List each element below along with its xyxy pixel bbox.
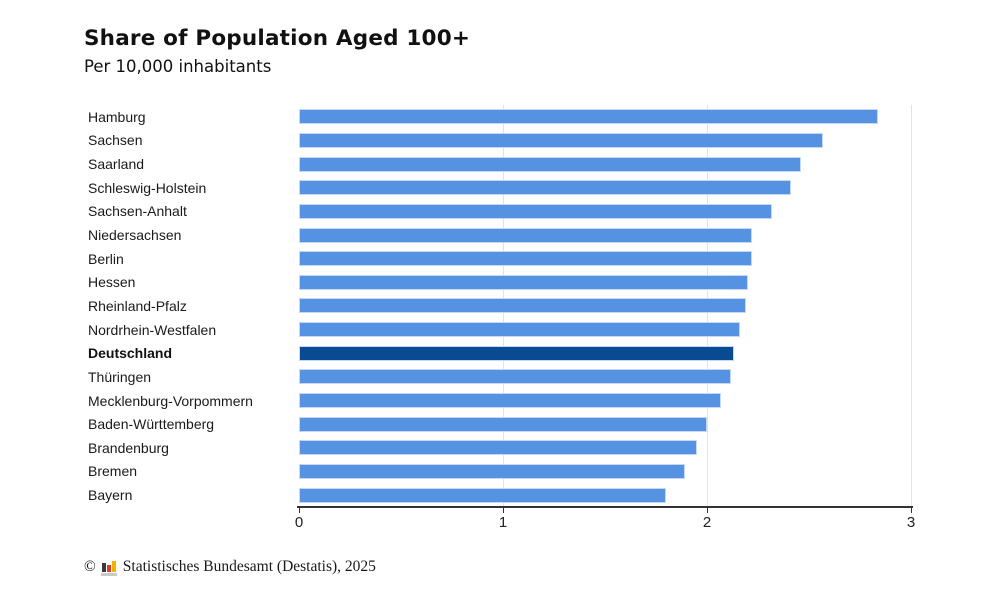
bar-row-hamburg: Hamburg [84, 105, 911, 129]
bar-rheinland-pfalz [299, 298, 746, 314]
category-label-mecklenburg-vorpommern: Mecklenburg-Vorpommern [88, 392, 253, 409]
gridline-3 [911, 105, 912, 507]
chart-subtitle: Per 10,000 inhabitants [84, 56, 272, 76]
bar-thuringen [299, 369, 732, 385]
destatis-bar-chart-icon [100, 559, 118, 576]
x-tick-label-3: 3 [906, 514, 916, 531]
logo-bar-red [106, 564, 111, 572]
bar-sachsen [299, 132, 824, 148]
bar-track [299, 203, 911, 219]
bar-hessen [299, 274, 748, 290]
bar-row-bayern: Bayern [84, 483, 911, 507]
logo-bar-gold [111, 560, 116, 572]
source-text: Statistisches Bundesamt (Destatis), 2025 [122, 558, 376, 575]
bar-deutschland [299, 345, 734, 361]
bar-row-rheinland-pfalz: Rheinland-Pfalz [84, 294, 911, 318]
bar-track [299, 180, 911, 196]
x-tick-1 [503, 508, 504, 513]
x-tick-3 [911, 508, 912, 513]
bar-row-brandenburg: Brandenburg [84, 436, 911, 460]
chart-title: Share of Population Aged 100+ [84, 26, 471, 51]
category-label-sachsen: Sachsen [88, 132, 143, 149]
category-label-baden-wurttemberg: Baden-Württemberg [88, 416, 215, 433]
category-label-hessen: Hessen [88, 274, 136, 291]
x-tick-label-2: 2 [702, 514, 712, 531]
bar-row-bremen: Bremen [84, 460, 911, 484]
x-tick-0 [299, 508, 300, 513]
bar-track [299, 440, 911, 456]
bar-row-mecklenburg-vorpommern: Mecklenburg-Vorpommern [84, 389, 911, 413]
category-label-brandenburg: Brandenburg [88, 439, 169, 456]
bar-track [299, 487, 911, 503]
x-tick-2 [707, 508, 708, 513]
logo-bar-dark [101, 562, 106, 572]
copyright-symbol: © [84, 558, 96, 575]
bar-hamburg [299, 109, 879, 125]
bar-track [299, 298, 911, 314]
category-label-hamburg: Hamburg [88, 108, 146, 125]
bar-track [299, 393, 911, 408]
category-label-rheinland-pfalz: Rheinland-Pfalz [88, 297, 187, 314]
category-label-niedersachsen: Niedersachsen [88, 227, 182, 244]
chart-header: Share of Population Aged 100+ Per 10,000… [84, 26, 470, 76]
bar-bayern [299, 487, 667, 503]
x-axis-line [297, 506, 913, 508]
category-label-bayern: Bayern [88, 487, 133, 504]
bar-row-deutschland: Deutschland [84, 341, 911, 365]
bar-track [299, 227, 911, 243]
category-label-berlin: Berlin [88, 250, 124, 267]
bar-nordrhein-westfalen [299, 322, 740, 338]
bar-brandenburg [299, 440, 697, 456]
x-tick-label-1: 1 [498, 514, 508, 531]
bar-row-hessen: Hessen [84, 270, 911, 294]
bar-row-schleswig-holstein: Schleswig-Holstein [84, 176, 911, 200]
bar-baden-wurttemberg [299, 416, 707, 432]
bar-row-berlin: Berlin [84, 247, 911, 271]
bar-track [299, 463, 911, 479]
bar-track [299, 109, 911, 125]
bar-track [299, 274, 911, 290]
source-attribution: © Statistisches Bundesamt (Destatis), 20… [84, 558, 376, 576]
bar-niedersachsen [299, 227, 752, 243]
bar-mecklenburg-vorpommern [299, 393, 722, 408]
category-label-deutschland: Deutschland [88, 345, 173, 362]
category-label-schleswig-holstein: Schleswig-Holstein [88, 179, 207, 196]
bar-schleswig-holstein [299, 180, 791, 196]
category-label-sachsen-anhalt: Sachsen-Anhalt [88, 203, 187, 220]
bar-row-saarland: Saarland [84, 152, 911, 176]
bar-sachsen-anhalt [299, 203, 773, 219]
bar-row-baden-wurttemberg: Baden-Württemberg [84, 412, 911, 436]
category-label-saarland: Saarland [88, 156, 145, 173]
bar-track [299, 416, 911, 432]
bar-row-sachsen: Sachsen [84, 129, 911, 153]
bar-row-sachsen-anhalt: Sachsen-Anhalt [84, 200, 911, 224]
bar-track [299, 132, 911, 148]
category-label-bremen: Bremen [88, 463, 138, 480]
bar-track [299, 251, 911, 267]
bar-track [299, 345, 911, 361]
x-tick-label-0: 0 [294, 514, 304, 531]
horizontal-bar-chart: Hamburg Sachsen Saarland Schleswig-Holstein… [84, 105, 915, 531]
category-label-thuringen: Thüringen [88, 368, 152, 385]
bar-row-niedersachsen: Niedersachsen [84, 223, 911, 247]
bar-track [299, 322, 911, 338]
bar-track [299, 156, 911, 172]
bar-row-nordrhein-westfalen: Nordrhein-Westfalen [84, 318, 911, 342]
bar-bremen [299, 463, 685, 479]
bar-saarland [299, 156, 801, 172]
bar-row-thuringen: Thüringen [84, 365, 911, 389]
category-label-nordrhein-westfalen: Nordrhein-Westfalen [88, 321, 217, 338]
logo-baseline [100, 572, 117, 576]
bar-berlin [299, 251, 752, 267]
bar-rows: Hamburg Sachsen Saarland Schleswig-Holstein… [84, 105, 911, 507]
bar-track [299, 369, 911, 385]
